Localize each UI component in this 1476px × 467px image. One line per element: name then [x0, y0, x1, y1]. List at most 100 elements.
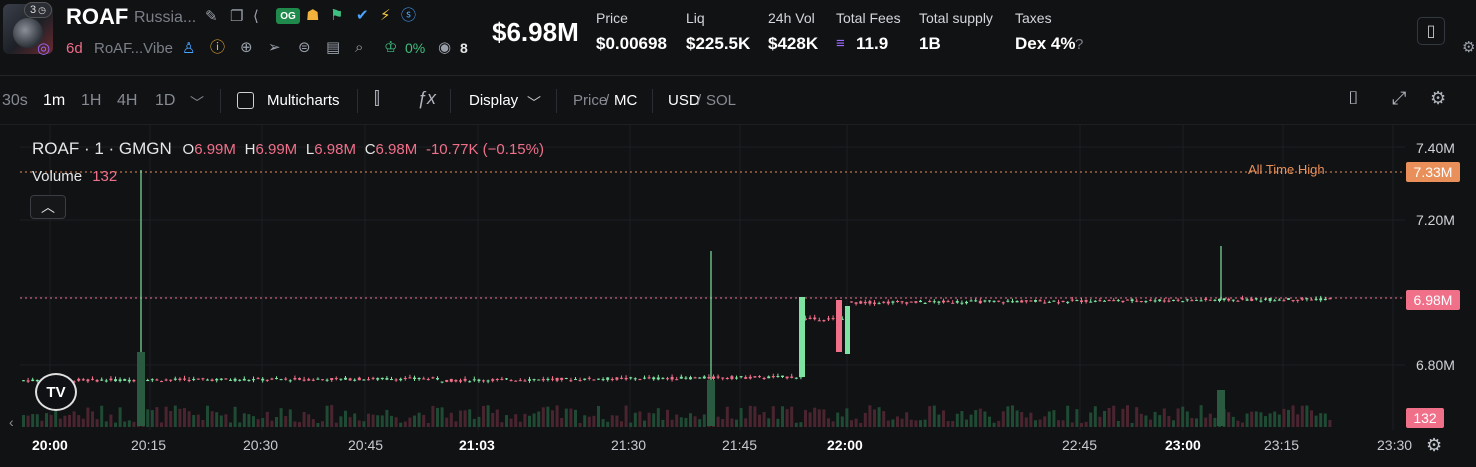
user-icon[interactable]: ♙ — [182, 40, 196, 57]
candle-body — [146, 379, 150, 382]
volume-bar — [1204, 417, 1208, 427]
candle-body — [620, 377, 623, 379]
chevron-down-icon[interactable]: ﹀ — [190, 95, 204, 111]
volume-bar — [440, 407, 444, 427]
candle-body — [399, 378, 403, 381]
website-icon[interactable]: ⊕ — [240, 39, 253, 56]
scroll-left-icon[interactable]: ‹ — [9, 414, 14, 430]
volume-bar — [491, 412, 495, 427]
interval-1h[interactable]: 1H — [81, 92, 102, 109]
copy-icon[interactable]: ❐ — [230, 8, 244, 25]
candle-body — [1268, 298, 1272, 301]
interval-4h[interactable]: 4H — [117, 92, 138, 109]
twitter-search-icon[interactable]: ⊜ — [298, 39, 311, 56]
candle-body — [739, 376, 743, 378]
chat-icon[interactable]: ▤ — [326, 39, 341, 56]
volume-24h-label: 24h Vol — [768, 10, 815, 26]
candle-body — [684, 377, 688, 379]
volume-bar — [247, 414, 251, 427]
candle-body — [325, 379, 329, 381]
telegram-icon[interactable]: ➢ — [268, 39, 281, 56]
interval-30s[interactable]: 30s — [2, 92, 28, 109]
candle-body — [1190, 300, 1194, 302]
collapse-legend-button[interactable]: ︿ — [30, 195, 66, 219]
candle-body — [242, 378, 246, 381]
volume-bar — [344, 410, 347, 427]
candle-body — [334, 378, 338, 380]
volume-bar — [721, 418, 725, 427]
sidebar-toggle-button[interactable]: ▯ — [1417, 17, 1445, 45]
search-icon[interactable]: ⌕ — [355, 39, 364, 56]
fullscreen-icon[interactable]: ⤢ — [1392, 88, 1407, 108]
flag-icon: ⚑ — [330, 7, 344, 24]
volume-bar — [1277, 414, 1281, 427]
chevron-down-icon[interactable]: ﹀ — [527, 95, 541, 111]
price-toggle[interactable]: Price — [573, 92, 608, 109]
candle-body — [937, 301, 941, 303]
volume-bar — [339, 416, 343, 427]
x-tick: 20:30 — [243, 437, 279, 453]
mc-toggle[interactable]: MC — [614, 92, 638, 109]
volume-bar — [334, 422, 338, 427]
close-label: C — [364, 141, 376, 158]
top10-percent: 0% — [405, 40, 426, 56]
settings-icon[interactable]: ⚙ — [1430, 88, 1447, 108]
candle-body — [514, 380, 518, 382]
volume-bar — [486, 405, 490, 427]
volume-bar — [932, 405, 936, 427]
current-price-tag: 6.98M — [1406, 290, 1460, 310]
volume-bar — [601, 419, 605, 427]
candlestick-icon[interactable]: ⫿ — [374, 88, 380, 108]
volume-bar — [735, 419, 738, 427]
candle-body — [1319, 298, 1323, 301]
multicharts-label[interactable]: Multicharts — [267, 92, 340, 109]
edit-icon[interactable]: ✎ — [205, 8, 218, 25]
usd-toggle[interactable]: USD — [668, 92, 700, 109]
candle-body — [574, 379, 577, 381]
indicators-icon[interactable]: ƒx — [417, 88, 437, 108]
volume-bar — [1135, 407, 1139, 427]
candle-body — [1130, 299, 1134, 302]
candle-body — [863, 302, 867, 304]
candle-body — [81, 379, 85, 381]
candle-body — [1176, 299, 1180, 301]
gear-icon[interactable]: ⚙ — [1462, 39, 1476, 56]
candle-body — [330, 378, 334, 381]
volume-bar — [1185, 411, 1189, 427]
volume-bar — [656, 408, 660, 427]
volume-bar — [293, 421, 297, 427]
help-icon[interactable]: ? — [1075, 36, 1084, 53]
candle-body — [265, 379, 269, 381]
display-dropdown[interactable]: Display — [469, 92, 519, 109]
price-chart[interactable] — [0, 125, 1476, 467]
volume-bar — [1167, 416, 1171, 427]
share-icon[interactable]: ⟨ — [253, 8, 259, 25]
chart-settings-icon[interactable]: ⚙ — [1426, 435, 1443, 455]
check-shield-icon: ✔ — [356, 7, 369, 24]
tradingview-logo[interactable]: TV — [35, 373, 77, 411]
candle-body — [873, 302, 876, 304]
candle-body — [1162, 300, 1166, 302]
candle-body — [491, 379, 495, 381]
chart-canvas[interactable] — [0, 125, 1476, 467]
volume-bar — [1172, 420, 1175, 427]
volume-bar — [1254, 411, 1258, 427]
warning-icon[interactable]: ⓘ — [210, 39, 226, 56]
multicharts-checkbox[interactable] — [237, 92, 254, 109]
volume-bar — [684, 417, 688, 427]
volume-bar — [357, 420, 361, 427]
volume-bar — [1213, 417, 1217, 427]
camera-icon[interactable]: ⌷ — [1348, 88, 1359, 108]
volume-bar — [1139, 413, 1143, 427]
sol-toggle[interactable]: SOL — [706, 92, 737, 109]
candle-body — [670, 376, 674, 380]
interval-1m[interactable]: 1m — [43, 92, 66, 109]
interval-1d[interactable]: 1D — [155, 92, 176, 109]
candle-body — [302, 379, 306, 381]
volume-bar — [413, 415, 416, 427]
volume-bar — [937, 414, 941, 427]
candle-body — [965, 301, 968, 304]
candle-body — [86, 379, 90, 382]
change-value: -10.77K (−0.15%) — [425, 141, 544, 158]
volume-bar — [1103, 410, 1106, 427]
